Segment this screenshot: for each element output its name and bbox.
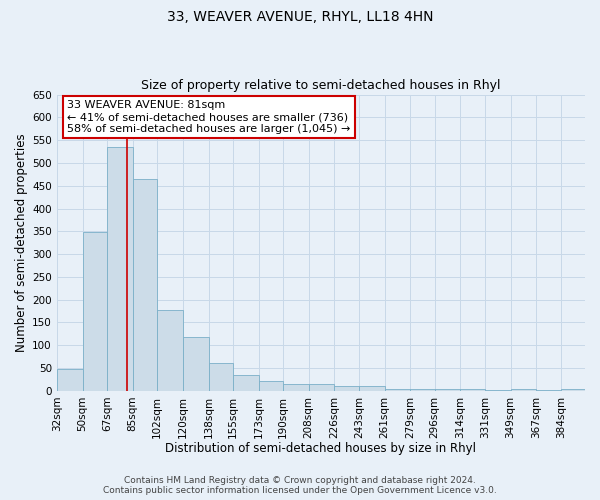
Bar xyxy=(57,370,83,391)
Bar xyxy=(410,388,434,391)
Title: Size of property relative to semi-detached houses in Rhyl: Size of property relative to semi-detach… xyxy=(141,79,500,92)
Bar xyxy=(309,384,334,391)
Text: Contains HM Land Registry data © Crown copyright and database right 2024.
Contai: Contains HM Land Registry data © Crown c… xyxy=(103,476,497,495)
Bar xyxy=(157,310,183,391)
Y-axis label: Number of semi-detached properties: Number of semi-detached properties xyxy=(15,134,28,352)
Bar xyxy=(560,390,585,391)
Bar xyxy=(385,388,410,391)
Bar xyxy=(259,381,283,391)
Bar xyxy=(434,390,460,391)
Bar xyxy=(334,386,359,391)
Bar xyxy=(107,146,133,391)
Bar xyxy=(536,390,560,391)
Text: 33, WEAVER AVENUE, RHYL, LL18 4HN: 33, WEAVER AVENUE, RHYL, LL18 4HN xyxy=(167,10,433,24)
Bar xyxy=(485,390,511,391)
Bar xyxy=(460,390,485,391)
Bar xyxy=(133,180,157,391)
Bar xyxy=(209,362,233,391)
Bar xyxy=(283,384,309,391)
Text: 33 WEAVER AVENUE: 81sqm
← 41% of semi-detached houses are smaller (736)
58% of s: 33 WEAVER AVENUE: 81sqm ← 41% of semi-de… xyxy=(67,100,351,134)
Bar xyxy=(511,390,536,391)
Bar xyxy=(233,375,259,391)
Bar xyxy=(183,337,209,391)
Bar xyxy=(359,386,385,391)
Bar xyxy=(83,232,107,391)
X-axis label: Distribution of semi-detached houses by size in Rhyl: Distribution of semi-detached houses by … xyxy=(166,442,476,455)
